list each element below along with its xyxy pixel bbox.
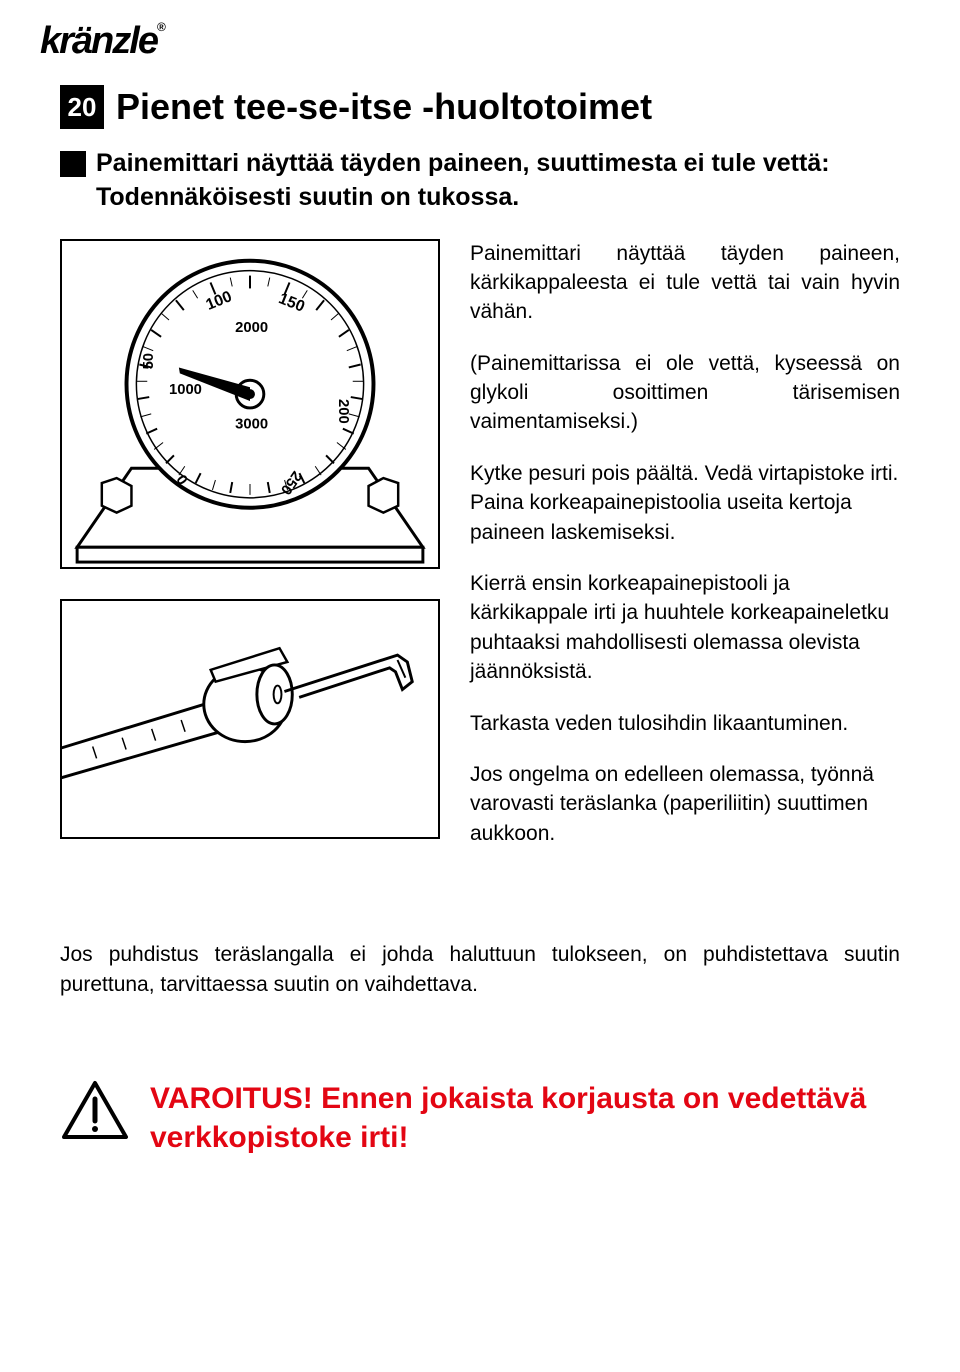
bottom-paragraph: Jos puhdistus teräslangalla ei johda hal… [60,940,900,999]
logo-reg: ® [157,20,164,34]
paragraph-3: Kytke pesuri pois päältä. Vedä virtapist… [470,459,900,547]
page-title: Pienet tee-se-itse -huoltotoimet [116,86,652,128]
right-column: Painemittari näyttää täyden paineen, kär… [470,239,900,871]
warning-row: VAROITUS! Ennen jokaista korjausta on ve… [60,1079,900,1157]
svg-text:2000: 2000 [235,319,268,335]
bullet-square-icon [60,151,86,177]
page-number: 20 [68,92,97,123]
svg-text:200: 200 [335,399,351,424]
logo-text: kränzle [40,20,157,62]
warning-triangle-icon [60,1079,130,1141]
subtitle: Painemittari näyttää täyden paineen, suu… [96,147,900,215]
paragraph-2: (Painemittarissa ei ole vettä, kyseessä … [470,349,900,437]
page-number-box: 20 [60,85,104,129]
left-column: 100 150 50 1000 2000 200 3000 0 250 [60,239,440,871]
paragraph-5: Tarkasta veden tulosihdin likaantuminen. [470,709,900,738]
title-row: 20 Pienet tee-se-itse -huoltotoimet [60,85,900,129]
svg-text:50: 50 [141,352,157,368]
paragraph-1: Painemittari näyttää täyden paineen, kär… [470,239,900,327]
pressure-gauge-illustration: 100 150 50 1000 2000 200 3000 0 250 [60,239,440,569]
content-row: 100 150 50 1000 2000 200 3000 0 250 [60,239,900,871]
paragraph-6: Jos ongelma on edelleen olemassa, työnnä… [470,760,900,848]
warning-text: VAROITUS! Ennen jokaista korjausta on ve… [150,1079,900,1157]
svg-text:1000: 1000 [169,382,202,398]
nozzle-illustration [60,599,440,839]
brand-logo: kränzle® [40,20,164,63]
svg-text:3000: 3000 [235,416,268,432]
subtitle-row: Painemittari näyttää täyden paineen, suu… [60,147,900,215]
paragraph-4: Kierrä ensin korkeapainepistooli ja kärk… [470,569,900,687]
